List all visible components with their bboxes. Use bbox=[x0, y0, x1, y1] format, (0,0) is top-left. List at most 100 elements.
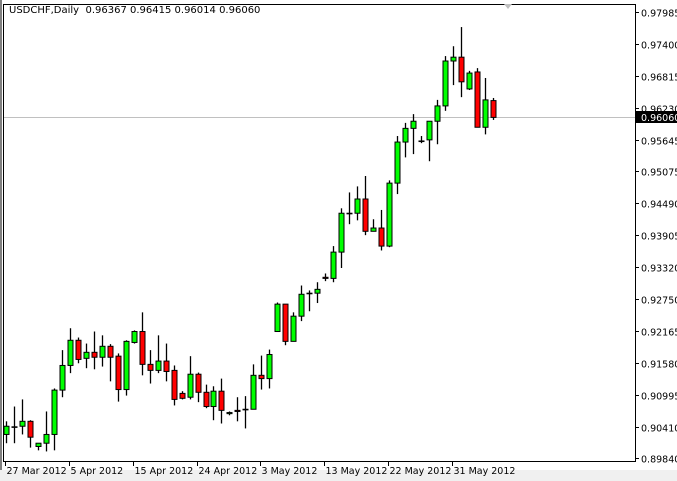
candle bbox=[195, 372, 202, 403]
candle-body-bear bbox=[115, 355, 122, 391]
candle bbox=[298, 285, 305, 322]
candle bbox=[338, 208, 345, 268]
y-tick-label: 0.90410 bbox=[641, 424, 677, 435]
x-tick-label: 3 May 2012 bbox=[262, 466, 318, 477]
candle bbox=[131, 330, 138, 344]
candle bbox=[210, 386, 217, 421]
candle bbox=[107, 344, 114, 382]
x-tick-label: 31 May 2012 bbox=[454, 466, 516, 477]
candle bbox=[474, 68, 481, 128]
y-tick-label: 0.93320 bbox=[641, 264, 677, 275]
candle bbox=[450, 46, 457, 86]
candle bbox=[370, 219, 377, 232]
candle-body-bear bbox=[378, 227, 385, 247]
y-tick-label: 0.97985 bbox=[641, 9, 677, 20]
candle bbox=[386, 180, 393, 248]
candle bbox=[83, 343, 90, 369]
candle-body-bear bbox=[474, 71, 481, 128]
candle-body-bull bbox=[155, 360, 162, 371]
candle-body-bull bbox=[3, 425, 10, 435]
x-tick-label: 27 Mar 2012 bbox=[7, 466, 67, 477]
candle-body-bull bbox=[338, 212, 345, 253]
candle bbox=[394, 136, 401, 195]
candle bbox=[67, 328, 74, 374]
candle bbox=[203, 384, 210, 409]
candle-body-bull bbox=[402, 127, 409, 143]
candle bbox=[258, 355, 265, 390]
bottom-bar bbox=[0, 470, 677, 481]
candle bbox=[362, 175, 369, 236]
candle bbox=[378, 209, 385, 251]
candle bbox=[242, 396, 249, 429]
candle-body-bull bbox=[330, 251, 337, 279]
y-tick-label: 0.93905 bbox=[641, 232, 677, 243]
candle-body-bear bbox=[258, 374, 265, 380]
y-tick-label: 0.94490 bbox=[641, 200, 677, 211]
candle-body-bull bbox=[426, 120, 433, 141]
y-tick-label: 0.92165 bbox=[641, 328, 677, 339]
candle bbox=[482, 77, 489, 135]
candle bbox=[466, 70, 473, 91]
candle-body-bull bbox=[51, 389, 58, 435]
candle bbox=[147, 350, 154, 384]
candle-body-bull bbox=[314, 288, 321, 294]
candle bbox=[458, 27, 465, 98]
candle bbox=[59, 350, 66, 398]
candle-body-bull bbox=[99, 345, 106, 358]
candle bbox=[99, 335, 106, 367]
y-tick-label: 0.92750 bbox=[641, 296, 677, 307]
candle bbox=[402, 122, 409, 158]
plot-frame bbox=[3, 4, 636, 462]
candle bbox=[43, 411, 50, 452]
x-tick-label: 24 Apr 2012 bbox=[199, 466, 258, 477]
candle-body-bull bbox=[274, 303, 281, 333]
candle bbox=[155, 335, 162, 374]
chart-shift-marker[interactable] bbox=[504, 4, 512, 9]
candle-body-bull bbox=[35, 442, 42, 448]
candle bbox=[115, 353, 122, 402]
candle-body-bull bbox=[43, 433, 50, 444]
candle bbox=[306, 290, 313, 312]
candle bbox=[218, 378, 225, 424]
candle bbox=[354, 186, 361, 221]
candle bbox=[35, 442, 42, 451]
candle-body-bear bbox=[282, 303, 289, 342]
x-tick-label: 15 Apr 2012 bbox=[135, 466, 194, 477]
candle-body-bull bbox=[442, 60, 449, 107]
current-price-label: 0.96060 bbox=[641, 113, 677, 124]
candle-body-bull bbox=[19, 420, 26, 427]
candle-body-bull bbox=[306, 292, 313, 295]
candle-body-bull bbox=[434, 105, 441, 122]
candle-body-bull bbox=[83, 351, 90, 359]
candle-body-bear bbox=[91, 351, 98, 358]
candle-body-bear bbox=[490, 100, 497, 118]
current-price-badge bbox=[636, 111, 677, 123]
candle-body-bull bbox=[226, 412, 233, 415]
candle bbox=[51, 388, 58, 451]
candle-body-bull bbox=[394, 141, 401, 184]
candle-body-bull bbox=[482, 99, 489, 128]
candle-body-bull bbox=[67, 339, 74, 366]
candle bbox=[410, 114, 417, 155]
candle-body-bull bbox=[290, 315, 297, 342]
candle-body-bear bbox=[458, 56, 465, 83]
candle-body-bull bbox=[131, 331, 138, 343]
candle bbox=[123, 340, 130, 396]
candle bbox=[171, 365, 178, 406]
candle bbox=[3, 421, 10, 444]
candle-body-bull bbox=[242, 408, 249, 411]
candle-body-bull bbox=[298, 293, 305, 317]
candle-body-bull bbox=[354, 198, 361, 214]
y-tick-label: 0.97400 bbox=[641, 41, 677, 52]
candle-body-bull bbox=[418, 140, 425, 143]
candle-body-bear bbox=[75, 339, 82, 360]
candle-body-bear bbox=[27, 420, 34, 438]
y-tick-label: 0.95075 bbox=[641, 168, 677, 179]
candle-body-bear bbox=[195, 373, 202, 393]
candle-body-bull bbox=[346, 212, 353, 215]
candle-body-bear bbox=[147, 363, 154, 371]
candle bbox=[187, 356, 194, 400]
chart-header: USDCHF,Daily 0.96367 0.96415 0.96014 0.9… bbox=[9, 5, 260, 16]
candle bbox=[418, 136, 425, 144]
